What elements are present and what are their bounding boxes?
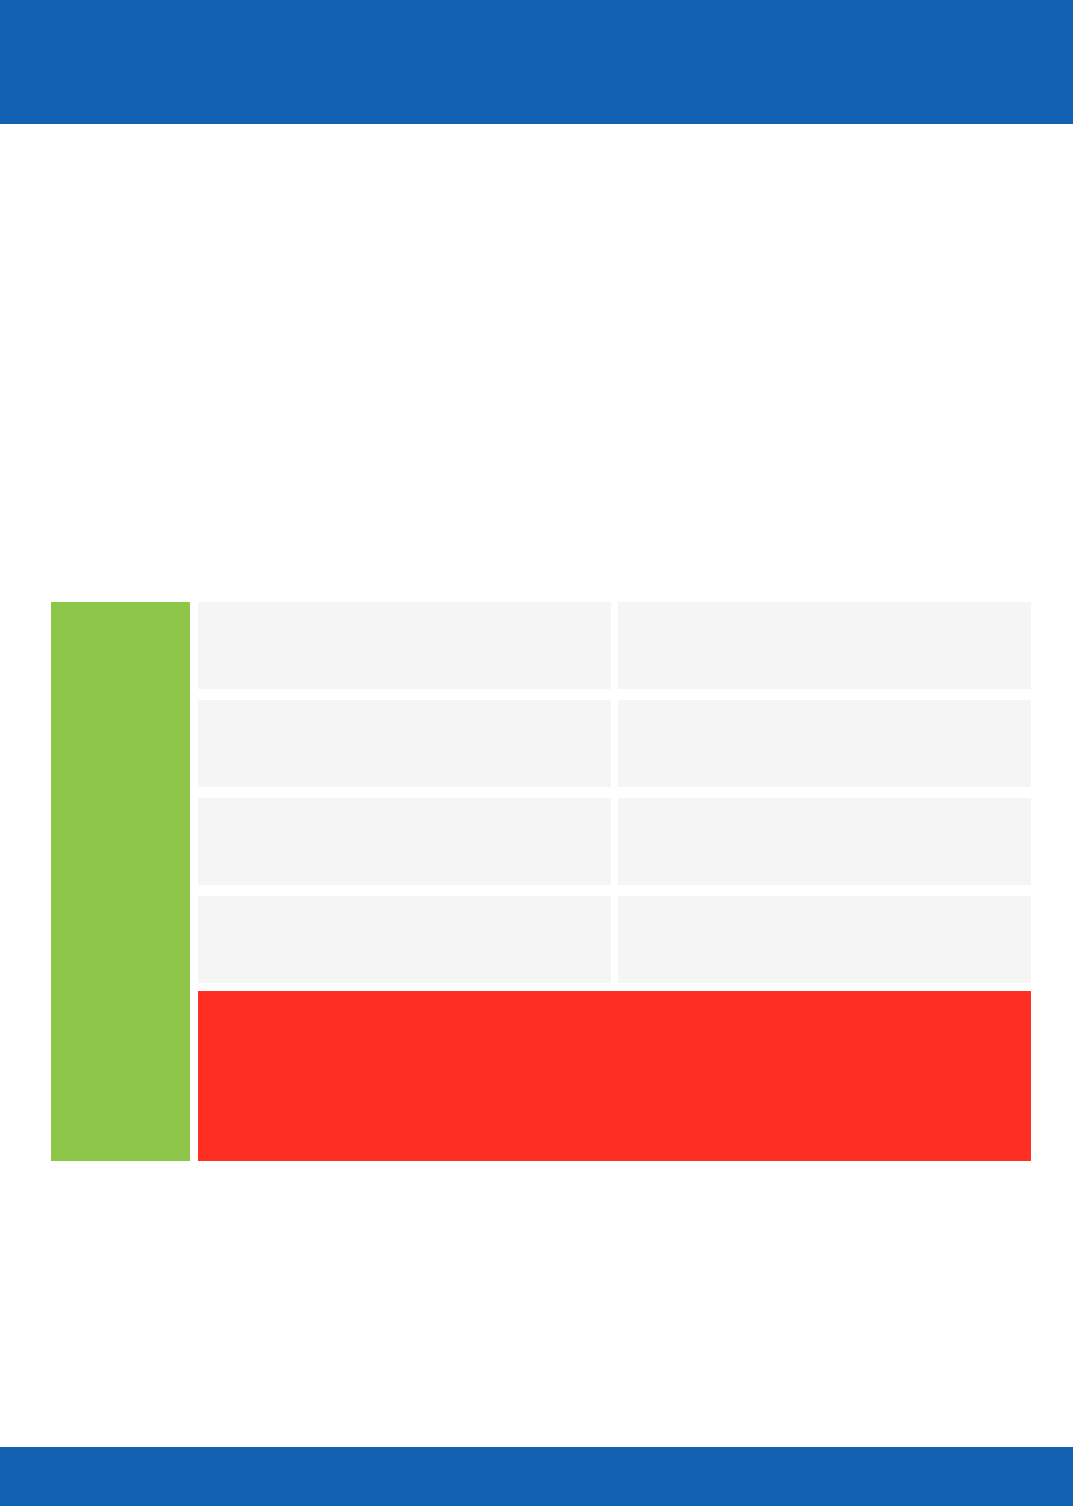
grid-cell-r1-c1 <box>198 602 611 689</box>
grid-cell-r2-c1 <box>198 700 611 787</box>
grid-cell-r3-c2 <box>618 798 1031 885</box>
header-band <box>0 0 1073 124</box>
grid-cell-r3-c1 <box>198 798 611 885</box>
grid-cell-r1-c2 <box>618 602 1031 689</box>
grid-cell-r4-c2 <box>618 896 1031 983</box>
grid-cell-r4-c1 <box>198 896 611 983</box>
side-accent-block <box>51 602 190 1161</box>
grid-cell-r2-c2 <box>618 700 1031 787</box>
footer-band <box>0 1447 1073 1506</box>
highlight-block <box>198 991 1031 1161</box>
